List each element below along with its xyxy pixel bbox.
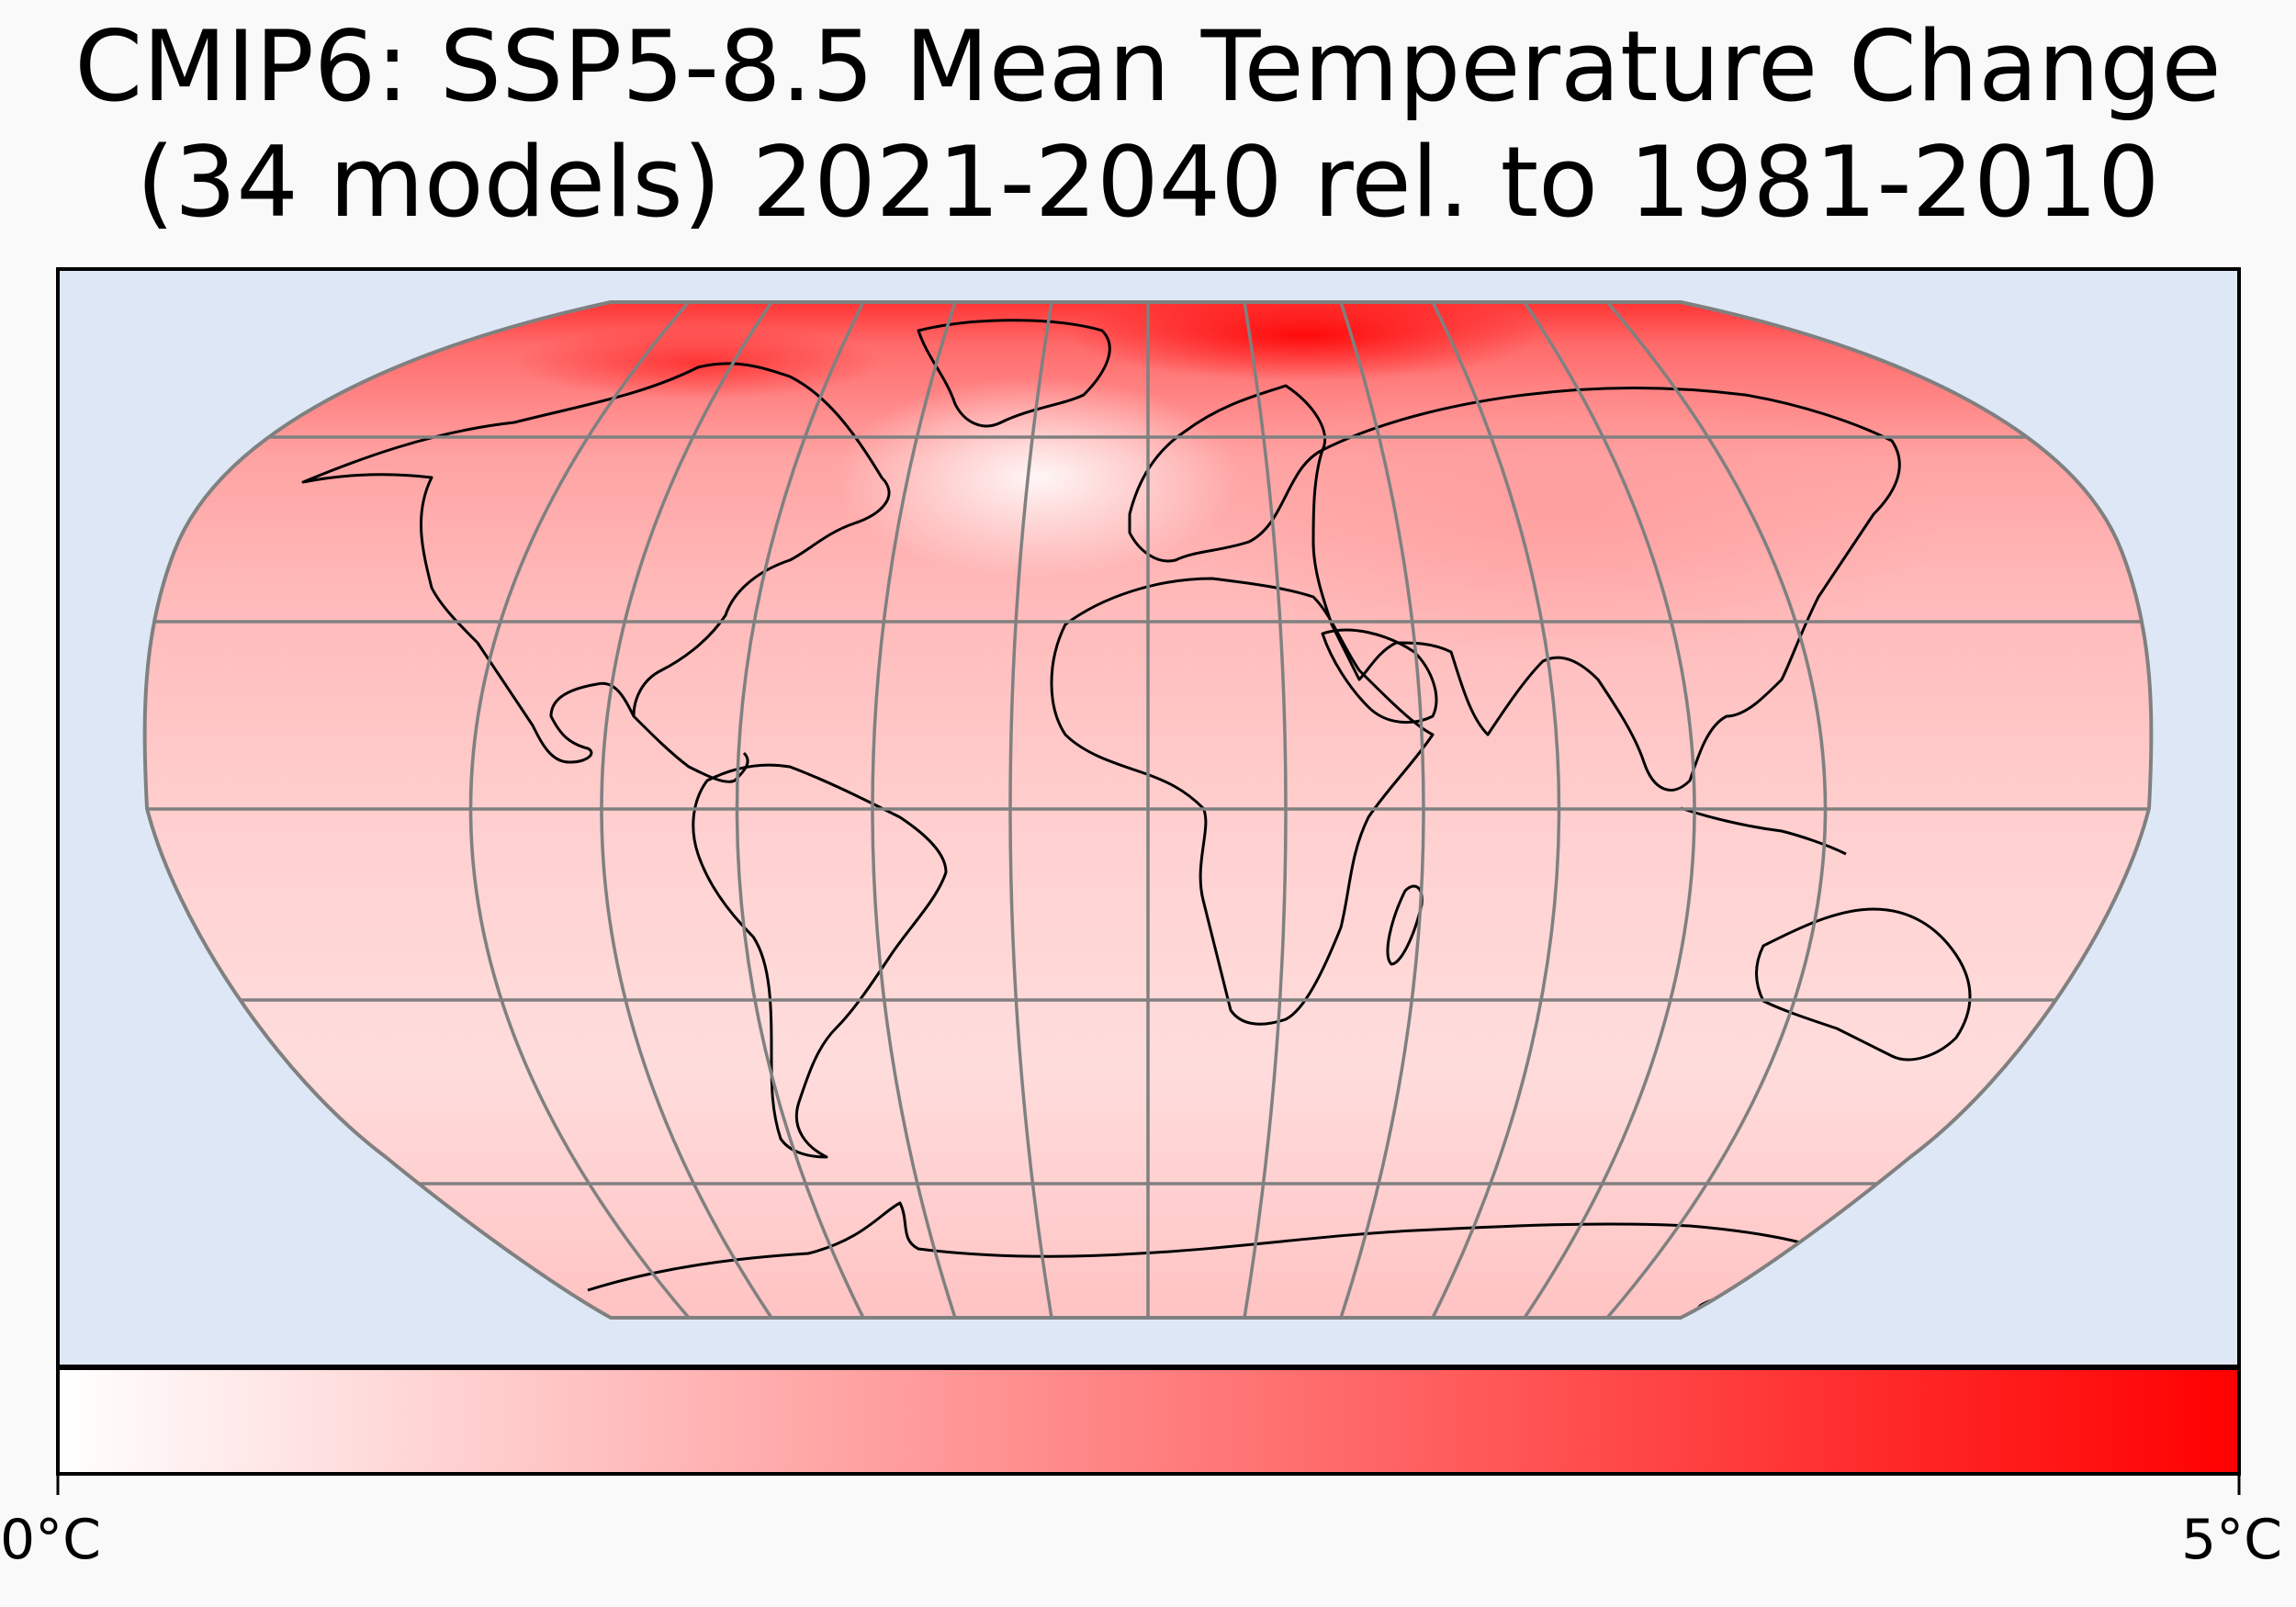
arctic-hot-spot <box>1065 302 1543 381</box>
map-title: CMIP6: SSP5-8.5 Mean Temperature Change … <box>0 9 2296 241</box>
meridian-120w <box>600 302 773 1318</box>
meridian-60e <box>1339 302 1425 1318</box>
canadian-arctic-hot-spot <box>514 326 882 399</box>
coastline-arabia <box>1321 628 1438 725</box>
meridian-90e <box>1431 302 1561 1318</box>
map-title-line-1: CMIP6: SSP5-8.5 Mean Temperature Change <box>74 10 2222 123</box>
colorbar-min-label: 0°C <box>0 1508 102 1572</box>
coastline-greenland <box>917 319 1111 428</box>
meridian-30w <box>1008 302 1053 1318</box>
colorbar <box>56 1366 2241 1476</box>
coastline-madagascar <box>1386 884 1424 966</box>
coastline-australia <box>1755 907 1972 1062</box>
coastline-europe <box>1128 384 1327 563</box>
meridian-120e <box>1523 302 1696 1318</box>
meridian-90w <box>735 302 865 1318</box>
north-atlantic-cool-spot <box>836 376 1240 579</box>
meridian-150w <box>468 302 691 1318</box>
globe-outline <box>142 300 2154 1320</box>
coastline-asia <box>1311 387 1901 792</box>
map-title-line-2: (34 models) 2021-2040 rel. to 1981-2010 <box>136 126 2160 239</box>
meridian-30e <box>1243 302 1288 1318</box>
coastline-south-america <box>692 763 948 1159</box>
colorbar-max-label: 5°C <box>2181 1508 2283 1572</box>
meridian-150e <box>1605 302 1828 1318</box>
coastline-north-america <box>301 362 891 764</box>
meridian-60w <box>871 302 957 1318</box>
graticule <box>144 302 2152 1318</box>
eurasia-warm-region <box>1176 367 1947 661</box>
